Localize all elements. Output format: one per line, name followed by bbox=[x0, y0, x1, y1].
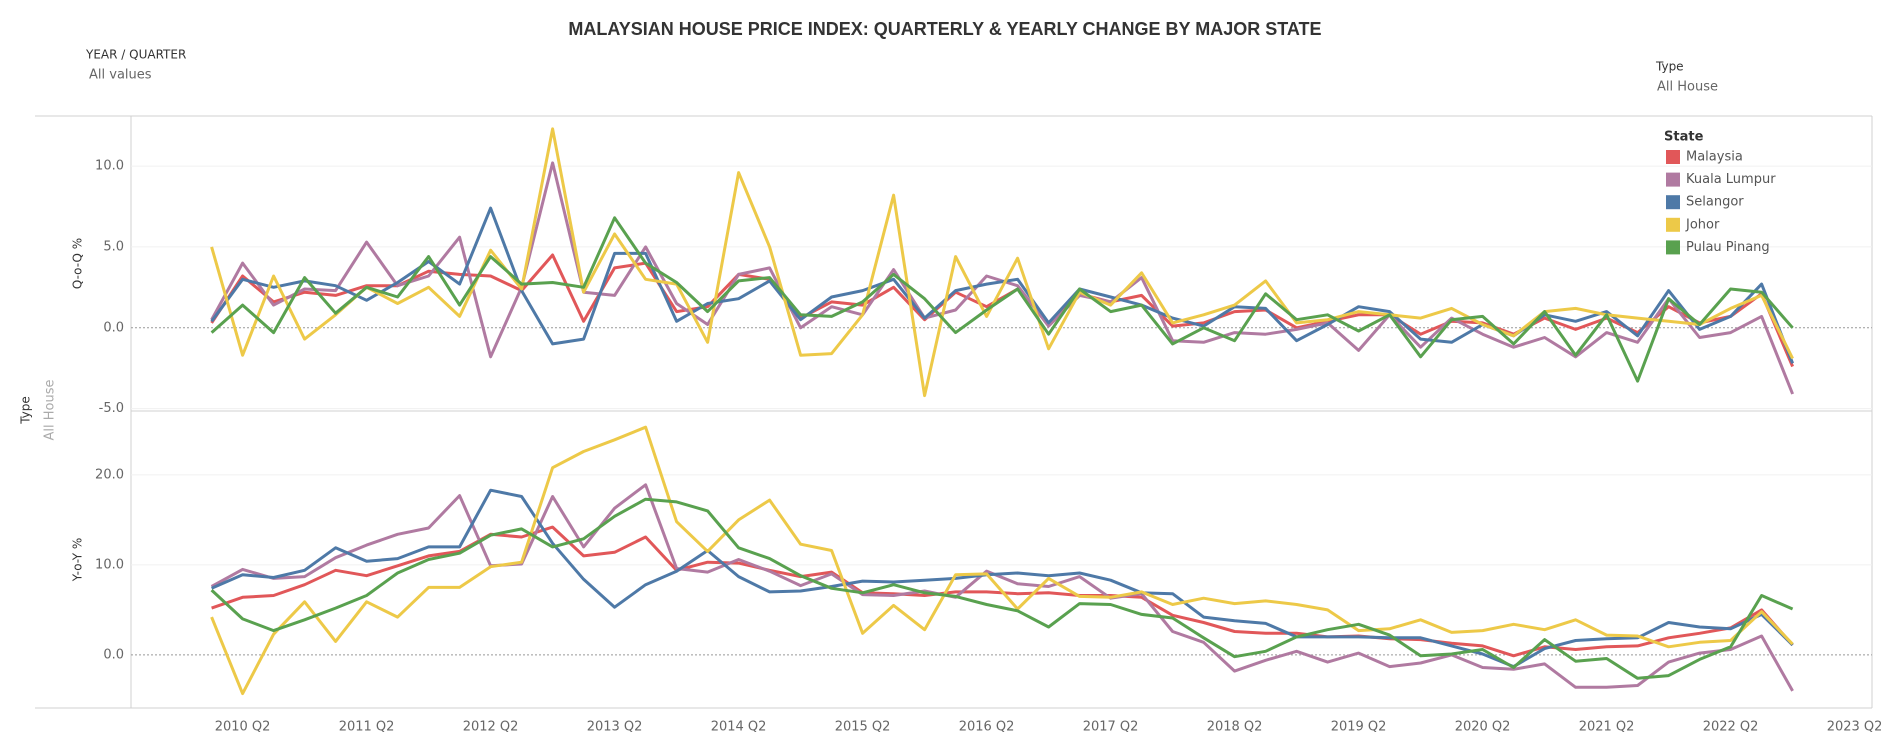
x-tick-label: 2021 Q2 bbox=[1579, 720, 1635, 735]
row-header-label: Type bbox=[19, 396, 33, 425]
legend-label: Pulau Pinang bbox=[1686, 240, 1770, 255]
x-tick-label: 2011 Q2 bbox=[339, 720, 395, 735]
series-line bbox=[210, 161, 1794, 395]
filter-value[interactable]: All values bbox=[89, 68, 152, 83]
legend-label: Kuala Lumpur bbox=[1686, 172, 1776, 187]
x-tick-label: 2010 Q2 bbox=[215, 720, 271, 735]
x-tick-label: 2018 Q2 bbox=[1207, 720, 1263, 735]
series-line bbox=[210, 425, 1794, 696]
x-tick-label: 2017 Q2 bbox=[1083, 720, 1139, 735]
filter-label: Type bbox=[1655, 60, 1684, 74]
legend-swatch bbox=[1666, 195, 1680, 210]
x-tick-label: 2012 Q2 bbox=[463, 720, 519, 735]
legend-swatch bbox=[1666, 150, 1680, 164]
series-line bbox=[210, 216, 1794, 383]
row-header-value: All House bbox=[43, 380, 58, 441]
legend-label: Malaysia bbox=[1686, 150, 1743, 165]
x-tick-label: 2023 Q2 bbox=[1827, 720, 1881, 735]
series-line bbox=[210, 497, 1794, 680]
legend-swatch bbox=[1666, 217, 1680, 232]
series-line bbox=[211, 488, 1794, 669]
y-tick-label: -5.0 bbox=[99, 401, 124, 416]
y-tick-label: 0.0 bbox=[103, 320, 124, 335]
series-line bbox=[210, 127, 1794, 398]
y-tick-label: 5.0 bbox=[103, 239, 124, 254]
y-tick-label: 0.0 bbox=[103, 647, 124, 662]
filter-label: YEAR / QUARTER bbox=[85, 48, 186, 62]
legend-swatch bbox=[1666, 172, 1680, 187]
x-tick-label: 2015 Q2 bbox=[835, 720, 891, 735]
legend-label: Selangor bbox=[1686, 195, 1744, 210]
series-line bbox=[210, 483, 1794, 692]
y-tick-label: 10.0 bbox=[95, 557, 124, 572]
chart-title: MALAYSIAN HOUSE PRICE INDEX: QUARTERLY &… bbox=[568, 19, 1321, 39]
y-tick-label: 10.0 bbox=[95, 159, 124, 174]
x-tick-label: 2016 Q2 bbox=[959, 720, 1015, 735]
legend-title: State bbox=[1664, 130, 1704, 145]
x-tick-label: 2020 Q2 bbox=[1455, 720, 1511, 735]
y-tick-label: 20.0 bbox=[95, 467, 124, 482]
legend-swatch bbox=[1666, 240, 1680, 255]
y-axis-title: Y-o-Y % bbox=[71, 538, 85, 582]
x-tick-label: 2022 Q2 bbox=[1703, 720, 1759, 735]
x-tick-label: 2013 Q2 bbox=[587, 720, 643, 735]
y-axis-title: Q-o-Q % bbox=[71, 238, 85, 289]
x-tick-label: 2014 Q2 bbox=[711, 720, 767, 735]
legend-label: Johor bbox=[1685, 217, 1720, 232]
filter-value[interactable]: All House bbox=[1657, 80, 1718, 95]
x-tick-label: 2019 Q2 bbox=[1331, 720, 1387, 735]
